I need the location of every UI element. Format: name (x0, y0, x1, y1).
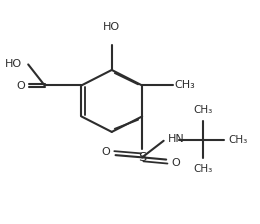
Text: CH₃: CH₃ (193, 164, 212, 174)
Text: CH₃: CH₃ (193, 105, 212, 115)
Text: CH₃: CH₃ (228, 135, 248, 145)
Text: HO: HO (5, 59, 22, 69)
Text: S: S (138, 151, 146, 164)
Text: O: O (16, 81, 25, 91)
Text: CH₃: CH₃ (174, 80, 195, 90)
Text: O: O (171, 158, 180, 168)
Text: HN: HN (167, 134, 184, 144)
Text: HO: HO (103, 22, 120, 32)
Text: O: O (102, 147, 110, 157)
